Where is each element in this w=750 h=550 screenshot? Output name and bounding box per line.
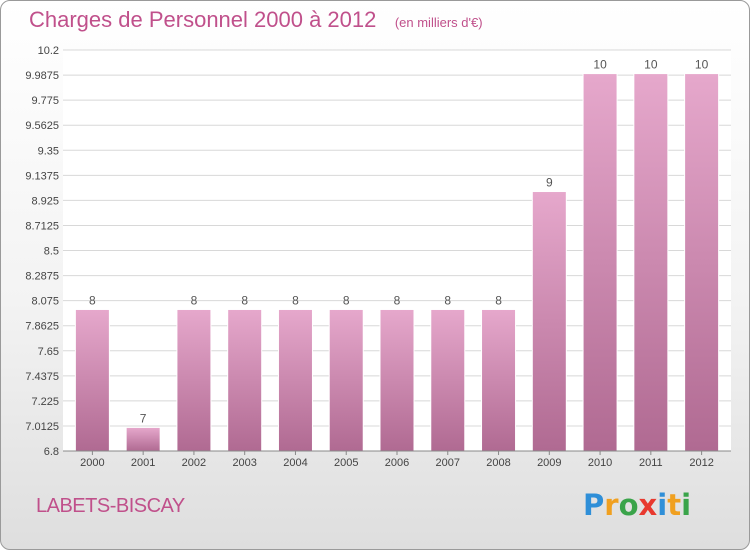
y-tick-label: 9.775 xyxy=(31,95,59,107)
bar xyxy=(481,308,517,452)
x-tick-label: 2010 xyxy=(588,457,612,469)
bar xyxy=(74,308,110,452)
y-tick-label: 8.7125 xyxy=(25,220,59,232)
commune-name: LABETS-BISCAY xyxy=(36,495,185,517)
logo-letter: x xyxy=(638,488,658,522)
bar xyxy=(125,426,161,452)
data-label: 10 xyxy=(593,58,607,72)
bar xyxy=(430,308,466,452)
x-tick-label: 2009 xyxy=(537,457,561,469)
data-label: 8 xyxy=(191,293,198,307)
x-tick-label: 2008 xyxy=(486,457,510,469)
data-label: 8 xyxy=(343,293,350,307)
bar xyxy=(633,73,669,452)
y-tick-label: 8.925 xyxy=(31,195,59,207)
y-tick-label: 6.8 xyxy=(44,446,59,458)
x-tick-label: 2011 xyxy=(639,457,663,469)
data-label: 7 xyxy=(140,411,147,425)
x-tick-label: 2007 xyxy=(436,457,460,469)
chart-title: Charges de Personnel 2000 à 2012 xyxy=(29,7,377,32)
x-tick-label: 2006 xyxy=(385,457,409,469)
y-tick-label: 9.9875 xyxy=(25,70,59,82)
bar xyxy=(328,308,364,452)
logo-letter: t xyxy=(667,488,682,522)
data-label: 9 xyxy=(546,176,553,190)
title-row: Charges de Personnel 2000 à 2012 (en mil… xyxy=(29,7,483,33)
y-tick-label: 10.2 xyxy=(38,45,59,57)
bar xyxy=(379,308,415,452)
y-tick-label: 8.5 xyxy=(44,246,59,258)
y-tick-label: 8.075 xyxy=(31,296,59,308)
bar xyxy=(277,308,313,452)
chart-subtitle: (en milliers d'€) xyxy=(394,15,483,30)
x-tick-label: 2012 xyxy=(689,457,713,469)
data-label: 8 xyxy=(444,293,451,307)
data-label: 8 xyxy=(394,293,401,307)
data-label: 10 xyxy=(644,58,658,72)
data-label: 10 xyxy=(695,58,709,72)
data-label: 8 xyxy=(495,293,502,307)
logo-letter: r xyxy=(604,488,619,522)
bar xyxy=(227,308,263,452)
y-tick-label: 9.5625 xyxy=(25,120,59,132)
y-tick-label: 7.4375 xyxy=(25,371,59,383)
x-tick-label: 2003 xyxy=(232,457,256,469)
y-tick-label: 7.0125 xyxy=(25,421,59,433)
y-tick-label: 7.8625 xyxy=(25,321,59,333)
logo-letter: i xyxy=(657,488,668,522)
x-tick-label: 2002 xyxy=(182,457,206,469)
y-tick-label: 8.2875 xyxy=(25,271,59,283)
logo-letter: P xyxy=(583,488,605,522)
y-tick-label: 9.35 xyxy=(38,145,59,157)
bar xyxy=(582,73,618,452)
y-tick-label: 9.1375 xyxy=(25,170,59,182)
x-tick-label: 2001 xyxy=(131,457,155,469)
data-label: 8 xyxy=(292,293,299,307)
y-tick-label: 7.225 xyxy=(31,396,59,408)
logo-letter: i xyxy=(681,488,692,522)
logo-letter: o xyxy=(618,488,639,522)
proxiti-logo[interactable]: Proxiti xyxy=(583,488,691,522)
bar xyxy=(531,191,567,452)
bar xyxy=(684,73,720,452)
data-label: 8 xyxy=(89,293,96,307)
x-tick-label: 2004 xyxy=(283,457,307,469)
data-label: 8 xyxy=(241,293,248,307)
x-tick-label: 2000 xyxy=(80,457,104,469)
bar xyxy=(176,308,212,452)
x-tick-label: 2005 xyxy=(334,457,358,469)
y-tick-label: 7.65 xyxy=(38,346,59,358)
